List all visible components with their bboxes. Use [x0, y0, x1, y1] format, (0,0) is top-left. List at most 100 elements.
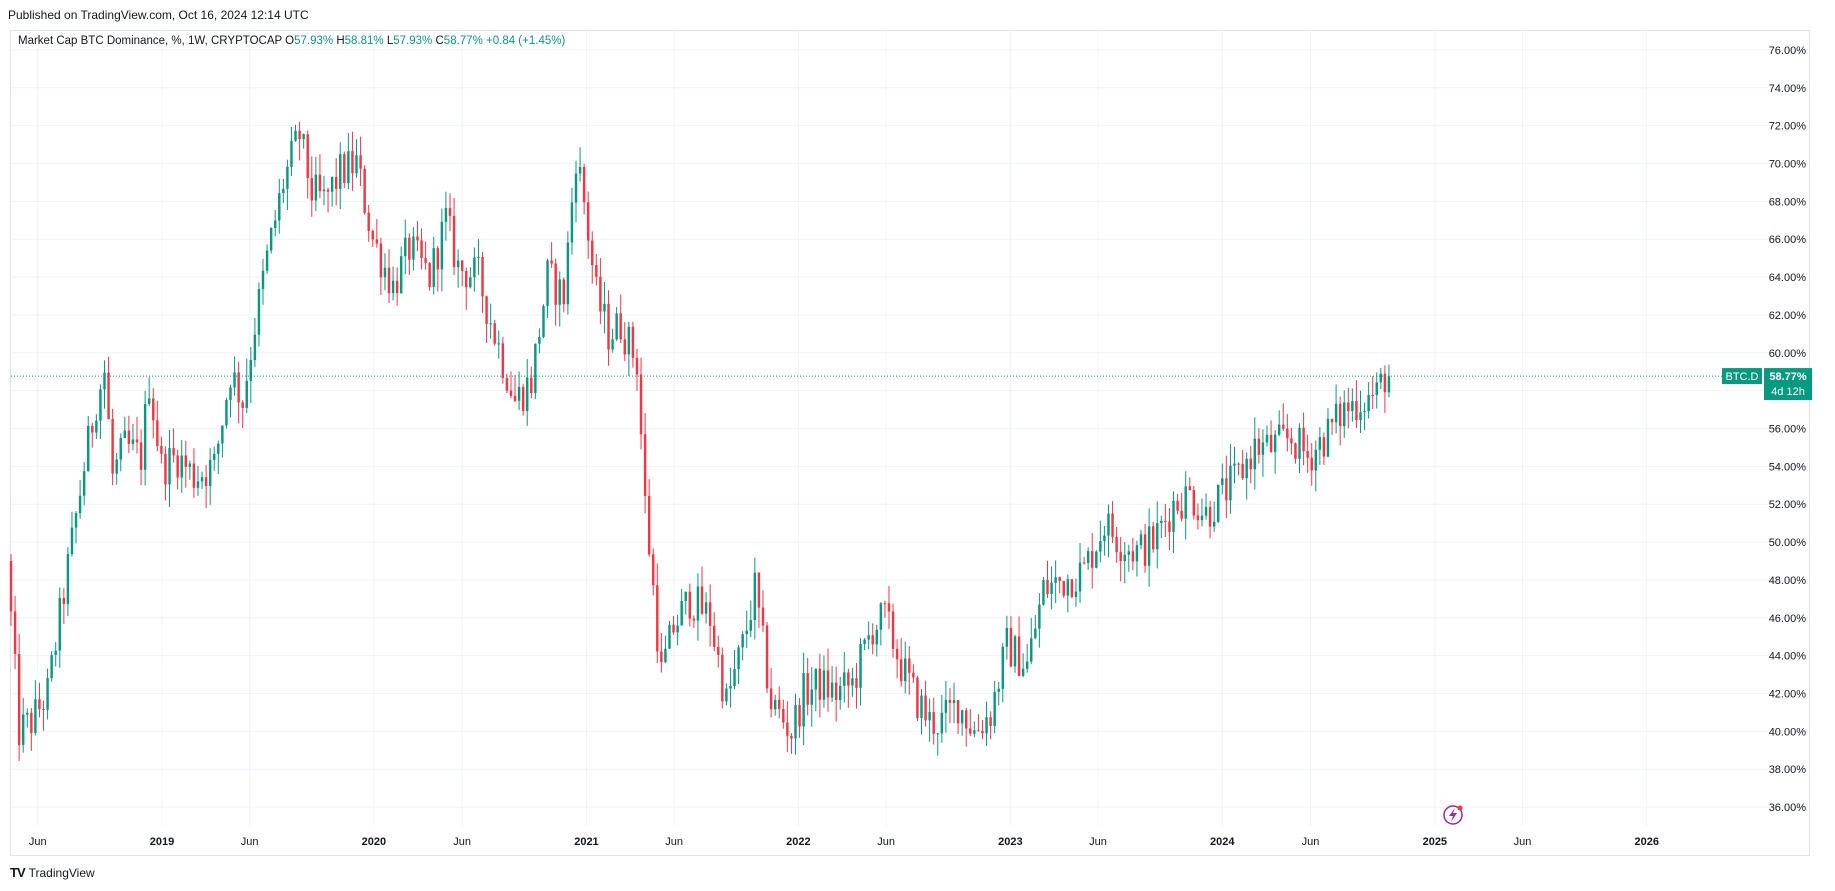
legend-low-label: L	[386, 35, 394, 47]
candle-body	[1030, 638, 1033, 662]
candle-body	[960, 710, 964, 724]
candle-body	[412, 236, 415, 260]
candle-body	[143, 403, 147, 470]
candle-body	[318, 174, 322, 192]
candle-body	[62, 598, 66, 604]
candle-body	[1115, 536, 1118, 553]
candle-body	[152, 398, 155, 421]
x-tick-label: Jun	[877, 836, 895, 848]
candle-body	[1375, 382, 1378, 396]
candle-body	[977, 730, 980, 732]
candle-body	[367, 212, 370, 231]
candle-body	[1042, 579, 1045, 605]
candle-body	[1282, 424, 1285, 429]
x-tick-label: Jun	[241, 836, 259, 848]
candle-body	[282, 188, 285, 194]
price-tag-countdown: 4d 12h	[1771, 386, 1805, 398]
candle-body	[420, 240, 423, 258]
candle-body	[932, 712, 935, 734]
candle-body	[733, 669, 736, 686]
y-tick-label: 70.00%	[1769, 159, 1807, 171]
candle-body	[558, 279, 561, 305]
candle-body	[1363, 411, 1366, 413]
candle-body	[855, 678, 858, 688]
candle-body	[1347, 402, 1350, 412]
candle-body	[1241, 463, 1244, 479]
legend-open-value: 57.93%	[294, 35, 334, 47]
candle-body	[66, 554, 70, 604]
candle-body	[643, 434, 647, 496]
candle-body	[924, 695, 927, 721]
candle-body	[298, 130, 301, 140]
candle-body	[436, 248, 440, 270]
candle-body	[1066, 579, 1070, 596]
candle-body	[139, 442, 143, 470]
candle-body	[887, 603, 891, 612]
candle-body	[9, 561, 13, 612]
candle-body	[704, 602, 708, 614]
candle-body	[13, 611, 17, 654]
legend-high-value: 58.81%	[344, 35, 384, 47]
candle-body	[1005, 627, 1009, 647]
y-tick-label: 48.00%	[1769, 575, 1807, 587]
candle-body	[607, 303, 610, 350]
candle-body	[883, 603, 887, 605]
candle-body	[928, 712, 931, 721]
candle-body	[290, 140, 293, 167]
candle-body	[859, 643, 862, 688]
candle-body	[847, 672, 850, 686]
candle-body	[196, 481, 200, 488]
candle-body	[542, 306, 545, 337]
candle-body	[322, 189, 326, 192]
candle-body	[1200, 515, 1204, 521]
candle-body	[513, 395, 517, 401]
candle-body	[944, 699, 948, 713]
x-tick-label: Jun	[453, 836, 471, 848]
lightning-icon[interactable]	[1443, 805, 1463, 825]
candle-body	[550, 260, 553, 264]
candle-body	[168, 448, 171, 485]
candle-body	[1253, 438, 1257, 470]
candle-body	[1062, 581, 1065, 596]
candle-body	[737, 647, 740, 670]
y-tick-label: 56.00%	[1769, 424, 1807, 436]
candle-body	[1156, 523, 1159, 550]
candle-body	[790, 735, 793, 739]
y-tick-label: 62.00%	[1769, 310, 1807, 322]
candle-body	[1277, 424, 1281, 435]
candle-body	[534, 343, 537, 393]
candle-body	[50, 654, 53, 679]
candle-body	[99, 389, 102, 421]
candle-body	[460, 260, 464, 271]
candle-body	[1025, 661, 1029, 669]
candle-body	[147, 398, 151, 404]
footer-brand[interactable]: TV TradingView	[10, 865, 95, 880]
candle-body	[444, 208, 448, 222]
candle-body	[347, 151, 350, 184]
candle-body	[257, 289, 261, 335]
candle-body	[1058, 577, 1061, 582]
candle-body	[985, 717, 988, 734]
candle-body	[582, 166, 586, 203]
y-tick-label: 68.00%	[1769, 196, 1807, 208]
x-tick-label: Jun	[29, 836, 47, 848]
candle-body	[233, 372, 236, 388]
candle-body	[355, 155, 358, 174]
candle-body	[1172, 500, 1175, 532]
candle-body	[1261, 442, 1265, 455]
price-axis: 76.00% 74.00% 72.00% 70.00% 68.00% 66.00% 64.0…	[1769, 45, 1807, 814]
candle-body	[668, 624, 671, 649]
candle-body	[1180, 510, 1183, 519]
candle-body	[1103, 535, 1106, 542]
candle-body	[326, 189, 330, 192]
candle-body	[717, 646, 720, 655]
candle-body	[1310, 457, 1313, 471]
candle-body	[485, 296, 488, 324]
legend-high-label: H	[336, 35, 345, 47]
candle-body	[123, 430, 127, 438]
candle-body	[782, 708, 785, 723]
candle-body	[164, 453, 167, 485]
y-tick-label: 44.00%	[1769, 651, 1807, 663]
candle-series	[9, 121, 1391, 762]
